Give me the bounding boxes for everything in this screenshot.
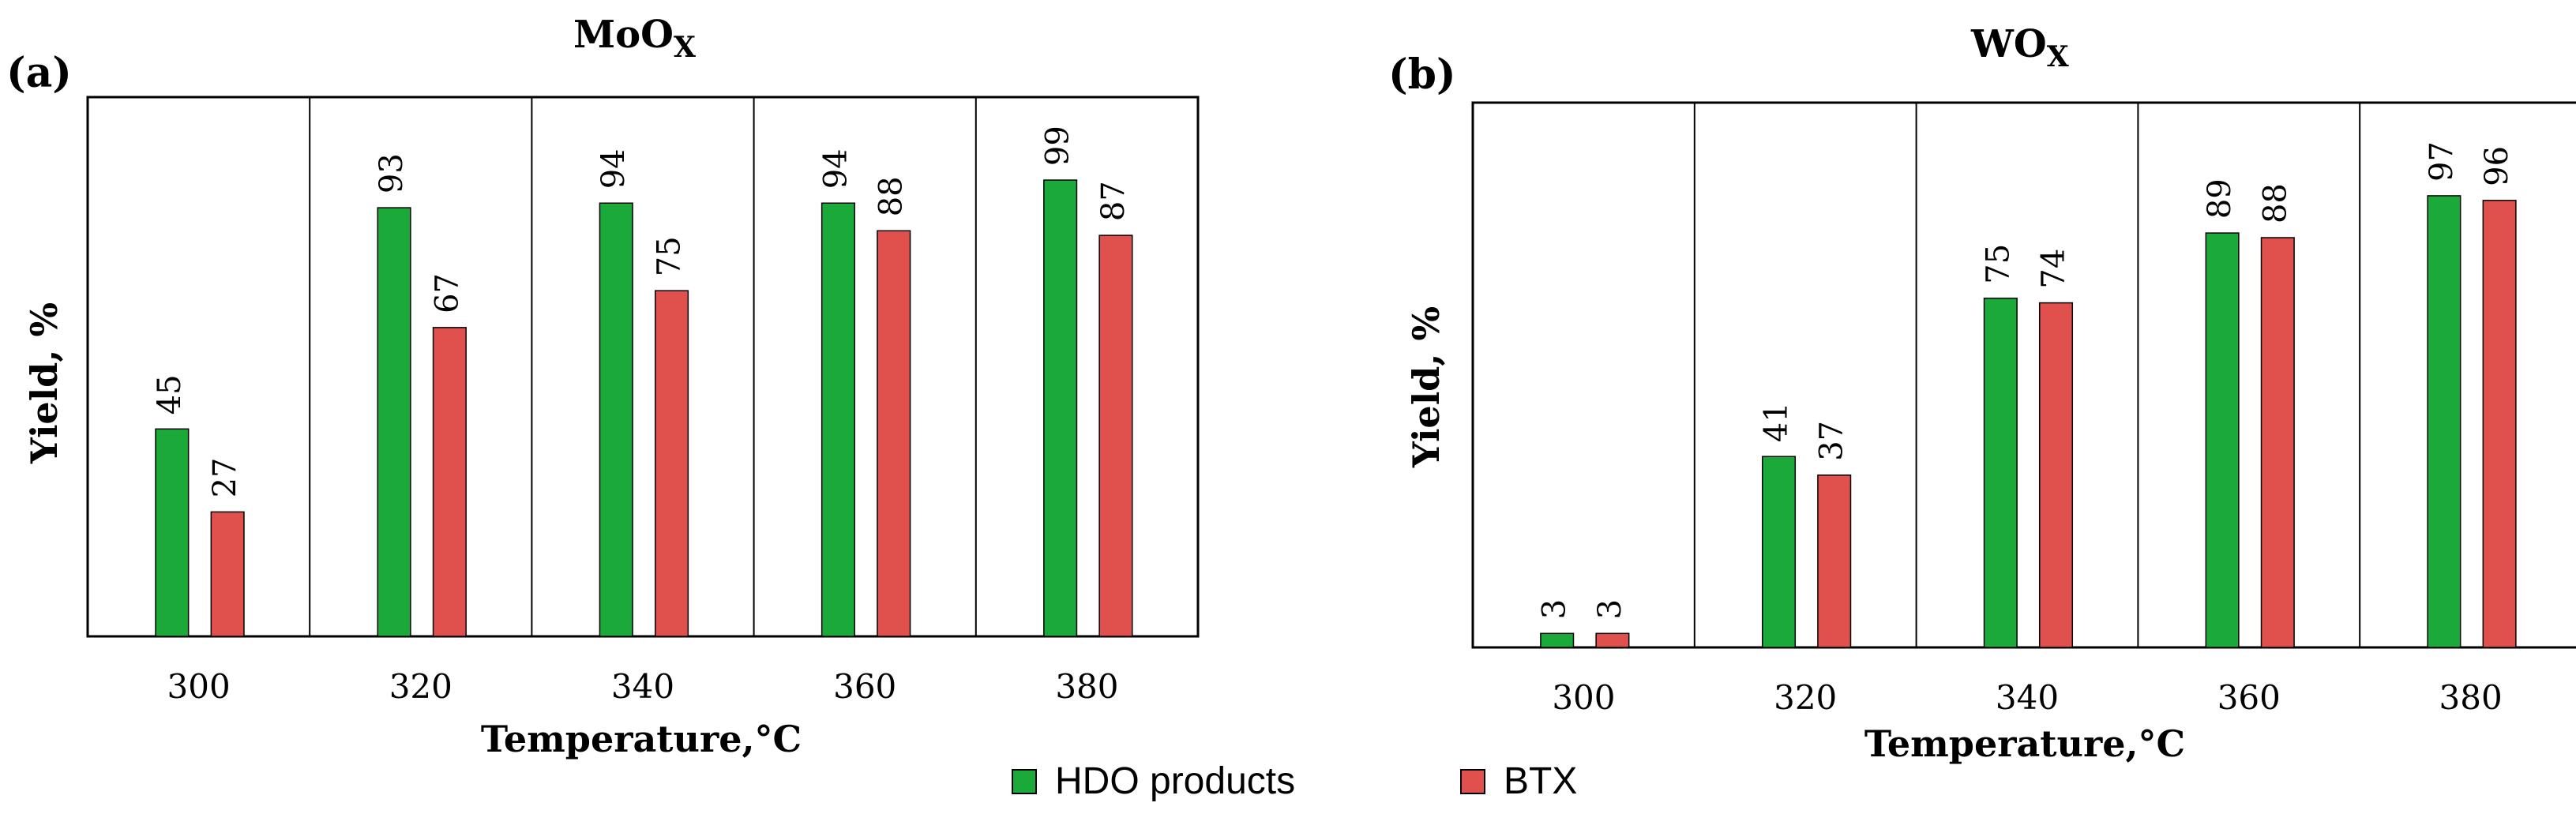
panel-a: (a) MoOX Yield, % Temperature,°C 45 27 300… [6, 13, 1200, 760]
panel-a-x-tick-320: 320 [389, 667, 452, 706]
panel-a-bar-btx-360 [877, 230, 911, 637]
panel-a-title: MoOX [573, 13, 696, 64]
panel-b-x-tick-360: 360 [2217, 678, 2281, 717]
panel-b-data-label-hdo-340: 75 [1980, 244, 2016, 284]
panel-b-data-label-btx-320: 37 [1814, 421, 1850, 461]
panel-b-bar-btx-300 [1595, 632, 1630, 648]
panel-a-x-tick-340: 340 [611, 667, 674, 706]
panel-a-letter: (a) [6, 49, 72, 97]
panel-a-data-label-btx-360: 88 [873, 176, 910, 216]
panel-a-bar-hdo-320 [377, 207, 411, 637]
panel-b-data-label-btx-360: 88 [2257, 183, 2293, 223]
panel-a-x-tick-300: 300 [167, 667, 231, 706]
panel-a-bar-btx-340 [654, 290, 689, 637]
panel-b-x-tick-380: 380 [2439, 678, 2503, 717]
panel-a-bar-hdo-300 [155, 428, 190, 637]
panel-b-data-label-hdo-380: 97 [2424, 141, 2460, 182]
legend-swatch-hdo [1012, 769, 1037, 794]
panel-b-x-title: Temperature,°C [1864, 722, 2185, 765]
panel-a-bar-hdo-380 [1043, 179, 1078, 637]
panel-a-data-label-hdo-340: 94 [595, 148, 632, 189]
panel-a-data-label-hdo-300: 45 [152, 374, 188, 415]
panel-b-bar-hdo-380 [2427, 195, 2461, 648]
panel-b-data-label-btx-380: 96 [2479, 146, 2515, 186]
panel-b-data-label-hdo-360: 89 [2202, 178, 2238, 219]
panel-a-bar-btx-380 [1098, 234, 1133, 637]
panel-a-data-label-btx-380: 87 [1095, 181, 1132, 221]
panel-b-bar-btx-360 [2260, 237, 2295, 648]
panel-a-bar-btx-320 [432, 327, 467, 637]
panel-a-bar-hdo-340 [599, 202, 633, 637]
panel-b-y-title: Yield, % [1405, 306, 1448, 468]
panel-b-bar-btx-380 [2482, 200, 2517, 648]
panel-b-data-label-btx-340: 74 [2036, 249, 2072, 289]
panel-b-bar-hdo-300 [1540, 632, 1575, 648]
panel-b-letter: (b) [1388, 51, 1456, 99]
panel-a-data-label-btx-320: 67 [429, 273, 465, 313]
panel-b-bar-hdo-340 [1983, 297, 2018, 648]
panel-b-frame [1471, 101, 2576, 649]
panel-b-bar-btx-320 [1817, 475, 1852, 648]
panel-a-frame [86, 96, 1200, 638]
panel-a-x-tick-360: 360 [833, 667, 896, 706]
panel-b-plot: 3 3 300 41 37 320 75 74 340 89 88 360 97 96 380 [1471, 101, 2576, 717]
panel-b-x-tick-320: 320 [1774, 678, 1837, 717]
panel-a-x-tick-380: 380 [1055, 667, 1118, 706]
panel-a-data-label-btx-300: 27 [207, 457, 243, 497]
panel-a-bar-btx-300 [210, 511, 245, 637]
panel-b-data-label-btx-300: 3 [1592, 599, 1628, 619]
panel-a-data-label-hdo-360: 94 [817, 148, 854, 189]
legend: HDO products BTX [1012, 760, 1577, 802]
panel-a-data-label-btx-340: 75 [652, 236, 688, 276]
panel-a-bar-hdo-360 [820, 202, 856, 637]
panel-a-x-title: Temperature,°C [481, 718, 802, 760]
panel-a-data-label-hdo-320: 93 [374, 153, 410, 193]
panel-a-plot: 45 27 300 93 67 320 94 75 340 94 88 360 99 87 380 [86, 96, 1200, 706]
panel-b-bar-hdo-320 [1761, 456, 1797, 648]
panel-b-x-tick-300: 300 [1552, 678, 1615, 717]
legend-label-btx: BTX [1504, 760, 1577, 802]
legend-label-hdo: HDO products [1055, 760, 1295, 802]
panel-b-bar-hdo-360 [2205, 232, 2240, 648]
panel-a-y-title: Yield, % [23, 302, 66, 464]
panel-b-bar-btx-340 [2038, 302, 2074, 648]
panel-b-x-tick-340: 340 [1996, 678, 2059, 717]
panel-b-data-label-hdo-320: 41 [1759, 402, 1795, 442]
panel-b-data-label-hdo-300: 3 [1537, 599, 1573, 619]
panel-b-title: WOX [1970, 22, 2069, 73]
panel-a-data-label-hdo-380: 99 [1040, 126, 1076, 166]
legend-swatch-btx [1460, 769, 1485, 794]
